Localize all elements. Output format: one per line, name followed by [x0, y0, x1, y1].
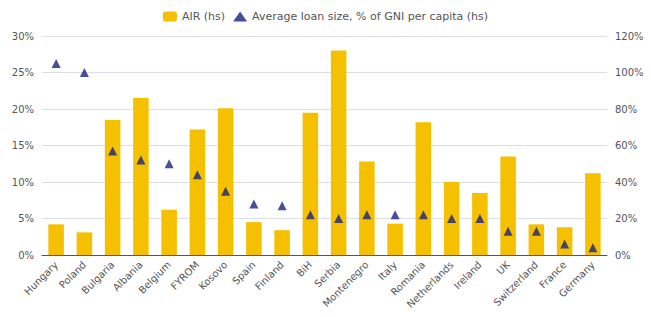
svg-text:15%: 15% — [12, 140, 34, 151]
svg-text:France: France — [537, 259, 569, 291]
svg-text:Netherlands: Netherlands — [405, 259, 456, 310]
svg-text:20%: 20% — [12, 104, 34, 115]
svg-text:FYROM: FYROM — [169, 259, 202, 292]
svg-text:Serbia: Serbia — [312, 259, 343, 290]
svg-text:Kosovo: Kosovo — [197, 259, 230, 292]
svg-text:Ireland: Ireland — [452, 259, 484, 291]
svg-text:60%: 60% — [615, 140, 637, 151]
svg-text:Switzerland: Switzerland — [491, 259, 540, 308]
svg-text:0%: 0% — [615, 250, 631, 261]
svg-text:Bulgaria: Bulgaria — [79, 259, 116, 296]
svg-text:Germany: Germany — [557, 259, 597, 299]
svg-text:Hungary: Hungary — [22, 259, 60, 297]
svg-text:10%: 10% — [12, 177, 34, 188]
svg-text:30%: 30% — [12, 31, 34, 42]
svg-text:AIR (hs): AIR (hs) — [182, 10, 225, 23]
svg-text:Romania: Romania — [388, 259, 428, 298]
svg-text:Finland: Finland — [253, 259, 286, 292]
svg-text:120%: 120% — [615, 31, 644, 42]
svg-text:Albania: Albania — [110, 259, 145, 294]
svg-text:5%: 5% — [18, 213, 34, 224]
svg-text:UK: UK — [494, 259, 512, 277]
svg-text:40%: 40% — [615, 177, 637, 188]
svg-text:80%: 80% — [615, 104, 637, 115]
svg-text:Montenegro: Montenegro — [321, 259, 371, 309]
svg-text:Spain: Spain — [230, 259, 258, 287]
svg-text:0%: 0% — [18, 250, 34, 261]
svg-text:25%: 25% — [12, 67, 34, 78]
svg-text:Poland: Poland — [56, 259, 89, 291]
svg-text:Belgium: Belgium — [136, 259, 173, 296]
svg-text:Italy: Italy — [376, 259, 399, 282]
svg-text:BiH: BiH — [294, 259, 314, 279]
svg-text:20%: 20% — [615, 213, 637, 224]
svg-text:100%: 100% — [615, 67, 644, 78]
svg-text:Average loan size, % of GNI pe: Average loan size, % of GNI per capita (… — [252, 10, 488, 23]
